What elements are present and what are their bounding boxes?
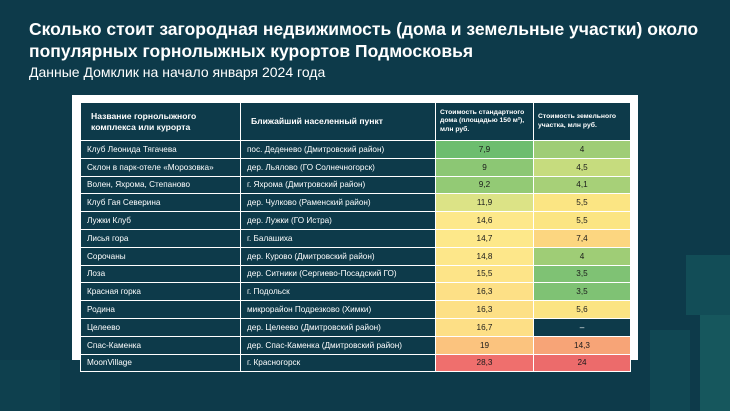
table-header-row: Название горнолыжного комплекса или куро… bbox=[80, 102, 631, 141]
resort-name-cell: Клуб Леонида Тягачева bbox=[80, 140, 241, 159]
table-row: Родина микрорайон Подрезково (Химки) 16,3 5… bbox=[80, 300, 631, 319]
house-price-cell: 11,9 bbox=[435, 193, 534, 213]
settlement-cell: дер. Спас-Каменка (Дмитровский район) bbox=[240, 335, 436, 355]
settlement-cell: дер. Целеево (Дмитровский район) bbox=[240, 317, 436, 337]
table-row: Волен, Яхрома, Степаново г. Яхрома (Дмитр… bbox=[80, 175, 631, 195]
settlement-cell: дер. Льялово (ГО Солнечногорск) bbox=[240, 157, 436, 177]
settlement-cell: г. Яхрома (Дмитровский район) bbox=[240, 175, 436, 195]
land-price-cell: 5,6 bbox=[533, 300, 631, 319]
background-decoration bbox=[700, 315, 730, 411]
land-price-cell: 4 bbox=[533, 246, 631, 266]
land-price-cell: – bbox=[533, 317, 631, 337]
resort-name-cell: Родина bbox=[80, 300, 241, 319]
house-price-cell: 9,2 bbox=[435, 175, 534, 195]
table-row: Красная горка г. Подольск 16,3 3,5 bbox=[80, 282, 631, 302]
land-price-cell: 5,5 bbox=[533, 211, 631, 230]
table-row: Лисья гора г. Балашиха 14,7 7,4 bbox=[80, 228, 631, 248]
land-price-cell: 4,5 bbox=[533, 157, 631, 177]
settlement-cell: пос. Деденево (Дмитровский район) bbox=[240, 140, 436, 159]
house-price-cell: 16,7 bbox=[435, 317, 534, 337]
house-price-cell: 7,9 bbox=[435, 140, 534, 159]
land-price-cell: 3,5 bbox=[533, 282, 631, 302]
header-settlement: Ближайший населенный пункт bbox=[240, 102, 436, 141]
resort-name-cell: Лисья гора bbox=[80, 228, 241, 248]
resort-name-cell: Лоза bbox=[80, 264, 241, 284]
table-row: Спас-Каменка дер. Спас-Каменка (Дмитровск… bbox=[80, 335, 631, 355]
table-card: Название горнолыжного комплекса или куро… bbox=[72, 95, 638, 373]
land-price-cell: 4,1 bbox=[533, 175, 631, 195]
land-price-cell: 5,5 bbox=[533, 193, 631, 213]
table-row: Лужки Клуб дер. Лужки (ГО Истра) 14,6 5,5 bbox=[80, 211, 631, 230]
table-row: Склон в парк-отеле «Морозовка» дер. Льяло… bbox=[80, 157, 631, 177]
house-price-cell: 28,3 bbox=[435, 353, 534, 373]
house-price-cell: 14,6 bbox=[435, 211, 534, 230]
table-row: Клуб Леонида Тягачева пос. Деденево (Дмит… bbox=[80, 140, 631, 159]
settlement-cell: г. Красногорск bbox=[240, 353, 436, 373]
land-price-cell: 7,4 bbox=[533, 228, 631, 248]
header-resort: Название горнолыжного комплекса или куро… bbox=[80, 102, 241, 141]
house-price-cell: 15,5 bbox=[435, 264, 534, 284]
resort-name-cell: Лужки Клуб bbox=[80, 211, 241, 230]
settlement-cell: дер. Чулково (Раменский район) bbox=[240, 193, 436, 213]
house-price-cell: 9 bbox=[435, 157, 534, 177]
resort-name-cell: Сорочаны bbox=[80, 246, 241, 266]
page-subtitle: Данные Домклик на начало января 2024 год… bbox=[29, 64, 326, 80]
page-title: Сколько стоит загородная недвижимость (д… bbox=[29, 19, 699, 61]
resort-name-cell: Волен, Яхрома, Степаново bbox=[80, 175, 241, 195]
table-row: Клуб Гая Северина дер. Чулково (Раменский… bbox=[80, 193, 631, 213]
resort-name-cell: Спас-Каменка bbox=[80, 335, 241, 355]
land-price-cell: 24 bbox=[533, 353, 631, 373]
table-row: Целеево дер. Целеево (Дмитровский район) 1… bbox=[80, 317, 631, 337]
settlement-cell: дер. Ситники (Сергиево-Посадский ГО) bbox=[240, 264, 436, 284]
settlement-cell: г. Подольск bbox=[240, 282, 436, 302]
background-decoration bbox=[650, 330, 690, 411]
background-decoration bbox=[0, 360, 60, 411]
background-decoration bbox=[686, 255, 730, 315]
resort-name-cell: Целеево bbox=[80, 317, 241, 337]
house-price-cell: 16,3 bbox=[435, 282, 534, 302]
price-table: Название горнолыжного комплекса или куро… bbox=[80, 102, 631, 373]
land-price-cell: 14,3 bbox=[533, 335, 631, 355]
land-price-cell: 4 bbox=[533, 140, 631, 159]
settlement-cell: микрорайон Подрезково (Химки) bbox=[240, 300, 436, 319]
table-row: Сорочаны дер. Курово (Дмитровский район) 1… bbox=[80, 246, 631, 266]
resort-name-cell: Склон в парк-отеле «Морозовка» bbox=[80, 157, 241, 177]
header-land-price: Стоимость земельного участка, млн руб. bbox=[533, 102, 631, 141]
land-price-cell: 3,5 bbox=[533, 264, 631, 284]
settlement-cell: дер. Курово (Дмитровский район) bbox=[240, 246, 436, 266]
header-house-price: Стоимость стандартного дома (площадью 15… bbox=[435, 102, 534, 141]
resort-name-cell: MoonVillage bbox=[80, 353, 241, 373]
house-price-cell: 14,7 bbox=[435, 228, 534, 248]
settlement-cell: г. Балашиха bbox=[240, 228, 436, 248]
house-price-cell: 16,3 bbox=[435, 300, 534, 319]
table-row: MoonVillage г. Красногорск 28,3 24 bbox=[80, 353, 631, 373]
resort-name-cell: Красная горка bbox=[80, 282, 241, 302]
table-row: Лоза дер. Ситники (Сергиево-Посадский ГО)… bbox=[80, 264, 631, 284]
house-price-cell: 14,8 bbox=[435, 246, 534, 266]
settlement-cell: дер. Лужки (ГО Истра) bbox=[240, 211, 436, 230]
resort-name-cell: Клуб Гая Северина bbox=[80, 193, 241, 213]
house-price-cell: 19 bbox=[435, 335, 534, 355]
